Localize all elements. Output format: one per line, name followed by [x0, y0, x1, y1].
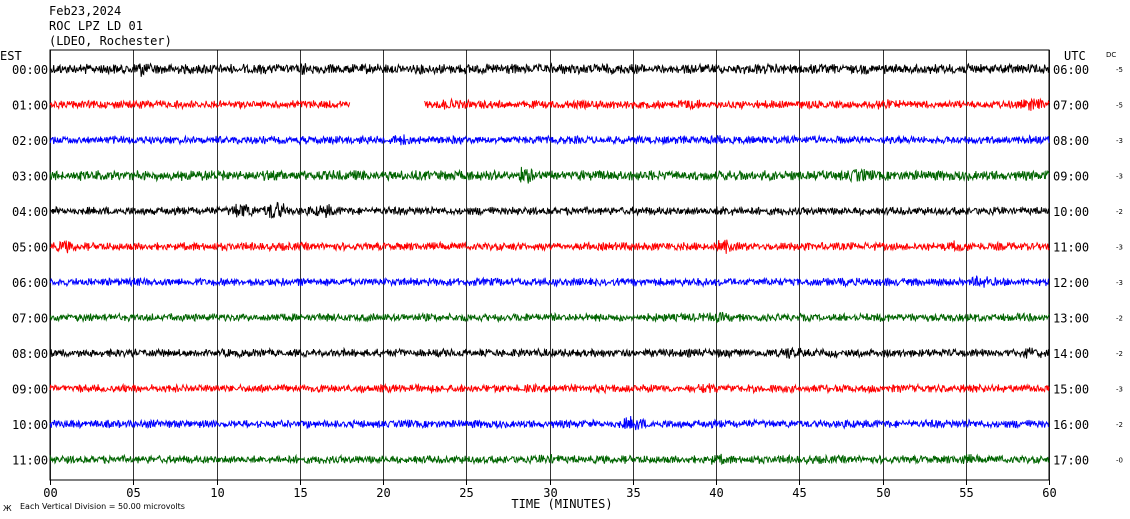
tz-left-label: EST [0, 49, 22, 63]
row-dc-value: -5 [1116, 66, 1123, 74]
row-label-right: 07:00 [1053, 99, 1089, 113]
row-label-left: 09:00 [12, 383, 48, 397]
trace-line [49, 201, 1050, 220]
row-label-right: 12:00 [1053, 276, 1089, 290]
row-label-right: 16:00 [1053, 418, 1089, 432]
date-label: Feb23,2024 [49, 4, 122, 18]
trace-line [49, 62, 1050, 77]
x-tick-label: 00 [43, 486, 57, 500]
row-dc-value: -3 [1116, 386, 1123, 394]
x-tick-label: 30 [543, 486, 557, 500]
x-tick-label: 20 [376, 486, 390, 500]
row-label-left: 02:00 [12, 134, 48, 148]
x-axis-title: TIME (MINUTES) [511, 497, 612, 511]
row-dc-value: -2 [1116, 315, 1123, 323]
x-tick-label: 10 [210, 486, 224, 500]
x-tick-label: 50 [876, 486, 890, 500]
row-label-right: 08:00 [1053, 134, 1089, 148]
row-label-left: 06:00 [12, 276, 48, 290]
x-tick-label: 60 [1042, 486, 1056, 500]
station-label: ROC LPZ LD 01 [49, 19, 143, 33]
trace-line [49, 97, 1050, 111]
trace-line [49, 382, 1050, 395]
footer-note: Each Vertical Division = 50.00 microvolt… [20, 502, 185, 511]
row-dc-value: -2 [1116, 350, 1123, 358]
row-label-right: 14:00 [1053, 347, 1089, 361]
plot-frame [49, 49, 1050, 481]
row-dc-value: -5 [1116, 102, 1123, 110]
row-label-right: 06:00 [1053, 63, 1089, 77]
row-label-right: 09:00 [1053, 170, 1089, 184]
trace-line [49, 453, 1050, 466]
scale-icon: Ж [3, 504, 12, 513]
trace-line [49, 166, 1050, 184]
trace-line [49, 346, 1050, 360]
row-dc-value: -2 [1116, 208, 1123, 216]
tz-right-label: UTC [1064, 49, 1086, 63]
row-label-right: 15:00 [1053, 383, 1089, 397]
row-dc-value: -3 [1116, 279, 1123, 287]
row-label-left: 05:00 [12, 241, 48, 255]
row-label-left: 10:00 [12, 418, 48, 432]
row-label-right: 17:00 [1053, 454, 1089, 468]
row-dc-value: -3 [1116, 137, 1123, 145]
row-dc-value: -3 [1116, 244, 1123, 252]
trace-line [49, 275, 1050, 289]
row-label-left: 03:00 [12, 170, 48, 184]
dc-label: DC [1106, 51, 1116, 59]
row-label-right: 10:00 [1053, 205, 1089, 219]
trace-line [49, 415, 1050, 431]
row-label-left: 01:00 [12, 99, 48, 113]
row-label-left: 00:00 [12, 63, 48, 77]
row-label-right: 13:00 [1053, 312, 1089, 326]
x-tick-label: 05 [126, 486, 140, 500]
trace-line [49, 134, 1050, 146]
x-tick-label: 25 [459, 486, 473, 500]
network-label: (LDEO, Rochester) [49, 34, 172, 48]
row-dc-value: -3 [1116, 173, 1123, 181]
row-dc-value: -2 [1116, 421, 1123, 429]
trace-line [49, 311, 1050, 324]
row-label-left: 04:00 [12, 205, 48, 219]
x-tick-label: 15 [293, 486, 307, 500]
row-label-left: 11:00 [12, 454, 48, 468]
x-tick-label: 40 [709, 486, 723, 500]
row-label-right: 11:00 [1053, 241, 1089, 255]
row-label-left: 08:00 [12, 347, 48, 361]
row-dc-value: -0 [1116, 457, 1123, 465]
x-tick-label: 45 [792, 486, 806, 500]
trace-line [49, 239, 1050, 254]
row-label-left: 07:00 [12, 312, 48, 326]
x-tick-label: 55 [959, 486, 973, 500]
x-tick-label: 35 [626, 486, 640, 500]
